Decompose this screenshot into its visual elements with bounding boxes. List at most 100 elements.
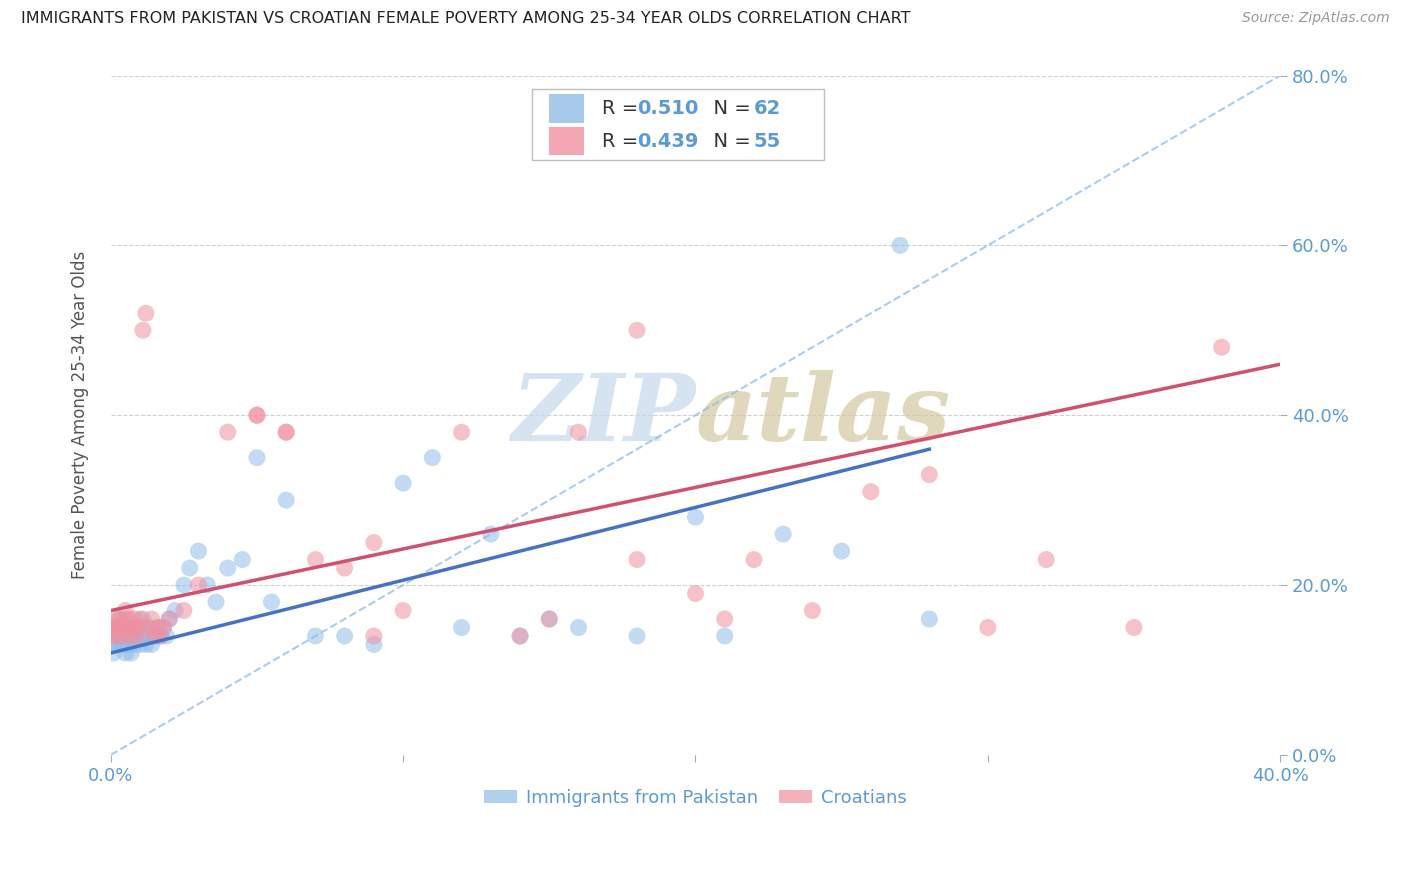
Point bbox=[742, 552, 765, 566]
Point bbox=[103, 612, 125, 626]
Point bbox=[420, 450, 443, 465]
Text: Source: ZipAtlas.com: Source: ZipAtlas.com bbox=[1241, 11, 1389, 25]
Point bbox=[105, 629, 128, 643]
Point bbox=[509, 629, 531, 643]
Point bbox=[141, 638, 163, 652]
Point bbox=[333, 561, 356, 575]
Point bbox=[141, 612, 163, 626]
Point bbox=[276, 493, 298, 508]
Point bbox=[276, 425, 298, 440]
Point bbox=[103, 646, 125, 660]
Point bbox=[1211, 340, 1233, 354]
Point bbox=[117, 638, 139, 652]
Point bbox=[103, 629, 125, 643]
Point bbox=[155, 629, 177, 643]
Point bbox=[392, 603, 415, 617]
Legend: Immigrants from Pakistan, Croatians: Immigrants from Pakistan, Croatians bbox=[477, 781, 914, 814]
Point bbox=[122, 620, 145, 634]
Point bbox=[363, 629, 385, 643]
Point bbox=[179, 561, 201, 575]
Point bbox=[138, 629, 160, 643]
Point bbox=[143, 629, 166, 643]
Text: 62: 62 bbox=[754, 99, 782, 118]
Point bbox=[125, 620, 148, 634]
Point bbox=[173, 578, 195, 592]
Point bbox=[685, 510, 707, 524]
Point bbox=[120, 629, 142, 643]
Text: IMMIGRANTS FROM PAKISTAN VS CROATIAN FEMALE POVERTY AMONG 25-34 YEAR OLDS CORREL: IMMIGRANTS FROM PAKISTAN VS CROATIAN FEM… bbox=[21, 11, 911, 26]
Point bbox=[1123, 620, 1146, 634]
Point bbox=[626, 552, 648, 566]
Point bbox=[157, 612, 180, 626]
Point bbox=[146, 620, 169, 634]
Point bbox=[205, 595, 228, 609]
Point bbox=[246, 408, 269, 422]
Point bbox=[977, 620, 1000, 634]
Point bbox=[114, 612, 136, 626]
Point bbox=[129, 620, 152, 634]
Point bbox=[392, 476, 415, 491]
Point bbox=[509, 629, 531, 643]
Point bbox=[713, 629, 735, 643]
Point bbox=[567, 425, 589, 440]
Point bbox=[135, 638, 157, 652]
Point bbox=[138, 620, 160, 634]
Point bbox=[187, 544, 209, 558]
Point bbox=[129, 638, 152, 652]
Point bbox=[157, 612, 180, 626]
Point bbox=[195, 578, 218, 592]
Point bbox=[246, 450, 269, 465]
Point bbox=[217, 561, 239, 575]
Point bbox=[108, 629, 131, 643]
Point bbox=[114, 629, 136, 643]
Point bbox=[117, 620, 139, 634]
Point bbox=[135, 620, 157, 634]
Point bbox=[173, 603, 195, 617]
Point bbox=[538, 612, 561, 626]
Point bbox=[260, 595, 283, 609]
Point bbox=[120, 629, 142, 643]
Point bbox=[114, 603, 136, 617]
Point bbox=[918, 612, 941, 626]
Point bbox=[149, 629, 172, 643]
Point bbox=[132, 323, 155, 337]
Point bbox=[114, 646, 136, 660]
Point bbox=[105, 620, 128, 634]
Point bbox=[105, 620, 128, 634]
Point bbox=[149, 629, 172, 643]
Point bbox=[859, 484, 882, 499]
FancyBboxPatch shape bbox=[531, 89, 824, 161]
Point bbox=[120, 646, 142, 660]
Point bbox=[132, 612, 155, 626]
Text: R =: R = bbox=[602, 132, 644, 151]
Y-axis label: Female Poverty Among 25-34 Year Olds: Female Poverty Among 25-34 Year Olds bbox=[72, 251, 89, 579]
FancyBboxPatch shape bbox=[550, 94, 585, 122]
Point bbox=[117, 612, 139, 626]
Text: R =: R = bbox=[602, 99, 644, 118]
Point bbox=[143, 629, 166, 643]
Point bbox=[103, 620, 125, 634]
Point bbox=[831, 544, 853, 558]
Point bbox=[685, 586, 707, 600]
Point bbox=[713, 612, 735, 626]
Text: N =: N = bbox=[702, 99, 758, 118]
Point bbox=[105, 629, 128, 643]
Point bbox=[108, 620, 131, 634]
Point bbox=[125, 629, 148, 643]
Text: 0.439: 0.439 bbox=[637, 132, 699, 151]
Text: 0.510: 0.510 bbox=[637, 99, 699, 118]
Point bbox=[772, 527, 794, 541]
FancyBboxPatch shape bbox=[550, 127, 585, 155]
Point bbox=[231, 552, 253, 566]
Point bbox=[567, 620, 589, 634]
Point bbox=[103, 620, 125, 634]
Point bbox=[108, 612, 131, 626]
Point bbox=[122, 629, 145, 643]
Text: atlas: atlas bbox=[696, 370, 950, 460]
Point bbox=[538, 612, 561, 626]
Point bbox=[450, 620, 472, 634]
Point bbox=[152, 620, 174, 634]
Point bbox=[152, 620, 174, 634]
Point bbox=[111, 638, 134, 652]
Point bbox=[450, 425, 472, 440]
